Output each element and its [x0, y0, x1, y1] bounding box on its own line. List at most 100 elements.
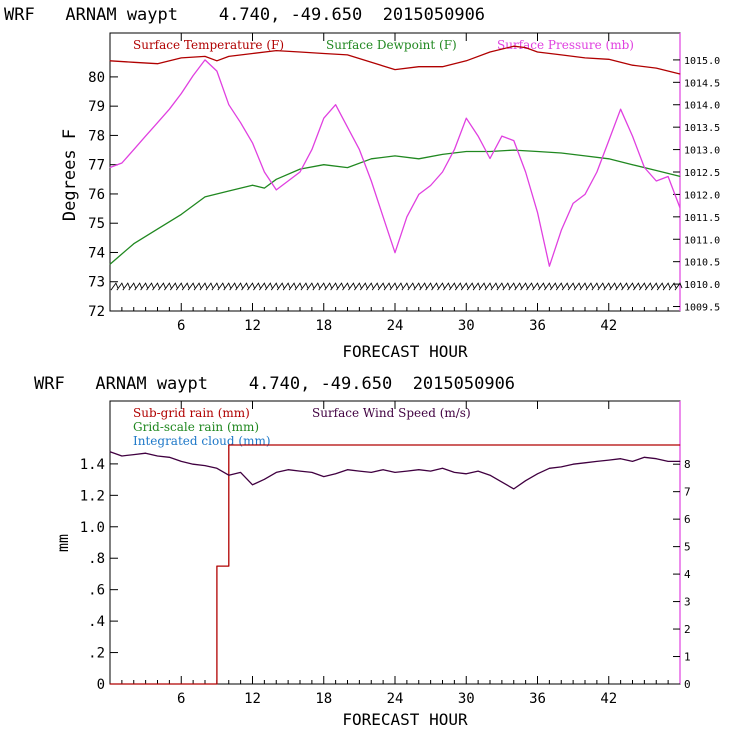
y2-tick-label: 1011.5 — [684, 213, 720, 224]
x-tick-label: 18 — [315, 318, 332, 334]
series-point-2 — [145, 135, 147, 137]
y2-tick-label: 1014.5 — [684, 78, 720, 89]
series-point-3 — [679, 461, 681, 462]
wind-barb — [264, 282, 273, 291]
wind-barb — [514, 282, 523, 291]
wind-barb — [146, 282, 154, 291]
wind-barb — [110, 282, 119, 291]
y-tick-label: 80 — [88, 70, 105, 86]
y-tick-label: .6 — [88, 583, 105, 599]
wind-barb — [443, 282, 451, 291]
wind-barb — [229, 282, 238, 291]
plot-frame — [109, 32, 681, 312]
series-point-0 — [418, 66, 420, 68]
series-point-0 — [216, 60, 218, 62]
series-point-3 — [347, 469, 348, 471]
y2-tick-label: 1011.0 — [684, 235, 720, 246]
series-point-0 — [275, 50, 277, 51]
x-tick-label: 24 — [387, 691, 404, 707]
series-point-1 — [299, 168, 301, 170]
series-point-0 — [525, 47, 527, 49]
wind-barb — [158, 282, 166, 291]
wind-barb — [466, 282, 475, 291]
wind-barb — [419, 282, 428, 291]
series-line-2 — [109, 59, 681, 267]
y2-tick-label: 7 — [684, 486, 691, 499]
legend-integrated-cloud: Integrated cloud (mm) — [133, 434, 271, 448]
series-point-1 — [584, 155, 586, 157]
wind-barb — [211, 282, 220, 291]
x-axis-label: FORECAST HOUR — [342, 342, 468, 361]
series-point-3 — [192, 463, 194, 465]
series-point-2 — [406, 216, 408, 218]
series-point-1 — [655, 170, 657, 171]
x-tick-label: 6 — [177, 318, 185, 334]
y2-tick-label: 6 — [684, 513, 691, 526]
series-point-3 — [287, 469, 289, 471]
y-tick-label: 1.4 — [80, 457, 105, 473]
wind-barb — [348, 282, 356, 291]
wind-barb — [656, 282, 665, 291]
series-point-1 — [442, 154, 443, 155]
x-tick-label: 6 — [177, 691, 185, 707]
y-tick-label: .2 — [88, 646, 105, 662]
temperature-panel: WRF ARNAM waypt 4.740, -49.650 201505090… — [4, 5, 720, 361]
panel-title: WRF ARNAM waypt 4.740, -49.650 201505090… — [34, 374, 515, 394]
series-point-0 — [608, 58, 610, 60]
series-point-0 — [632, 64, 633, 66]
series-point-3 — [465, 473, 467, 475]
series-point-3 — [667, 461, 669, 462]
series-point-0 — [228, 56, 230, 57]
wind-barb — [288, 282, 297, 291]
wind-barb — [449, 282, 457, 291]
wind-barb — [324, 282, 333, 291]
series-point-0 — [214, 683, 215, 685]
series-point-3 — [335, 473, 337, 475]
series-point-1 — [109, 263, 111, 265]
wind-barb — [561, 282, 570, 291]
x-tick-label: 12 — [244, 691, 261, 707]
wind-barb — [549, 282, 558, 291]
series-point-2 — [133, 149, 135, 150]
wind-barb — [371, 282, 380, 291]
series-point-3 — [537, 473, 538, 475]
data-series — [109, 444, 681, 685]
y-axis-label: Degrees F — [60, 129, 80, 221]
y-tick-label: 76 — [88, 187, 105, 203]
series-point-2 — [216, 70, 218, 72]
wind-barb — [169, 282, 178, 291]
series-point-2 — [560, 229, 562, 231]
series-point-2 — [667, 176, 669, 177]
series-point-0 — [489, 51, 491, 53]
series-point-0 — [584, 57, 586, 59]
wind-barb — [199, 282, 208, 291]
series-point-2 — [252, 142, 253, 144]
wind-barb — [555, 282, 564, 291]
series-point-1 — [465, 151, 467, 152]
wind-barb — [650, 282, 659, 291]
wind-barb — [128, 282, 137, 291]
series-point-0 — [109, 60, 111, 62]
series-point-3 — [513, 488, 515, 490]
series-point-3 — [572, 463, 574, 465]
wind-barb — [354, 282, 362, 291]
series-point-2 — [620, 108, 622, 110]
y-tick-label: 1.2 — [80, 488, 105, 504]
wind-barb — [478, 282, 487, 291]
y2-tick-label: 1013.5 — [684, 123, 720, 134]
wind-barb — [205, 282, 214, 291]
data-series — [109, 45, 681, 267]
series-point-3 — [275, 472, 277, 473]
series-point-0 — [157, 63, 158, 65]
wind-barb — [639, 282, 647, 291]
wind-barb — [496, 282, 505, 291]
y2-tick-label: 1010.0 — [684, 280, 720, 291]
wind-barb — [520, 282, 529, 291]
y-tick-label: 74 — [88, 245, 105, 261]
x-tick-label: 18 — [315, 691, 332, 707]
wind-barb — [282, 282, 291, 291]
wind-barb — [253, 282, 261, 291]
series-point-3 — [596, 461, 598, 462]
wind-barbs — [110, 282, 683, 291]
series-point-2 — [299, 171, 301, 173]
